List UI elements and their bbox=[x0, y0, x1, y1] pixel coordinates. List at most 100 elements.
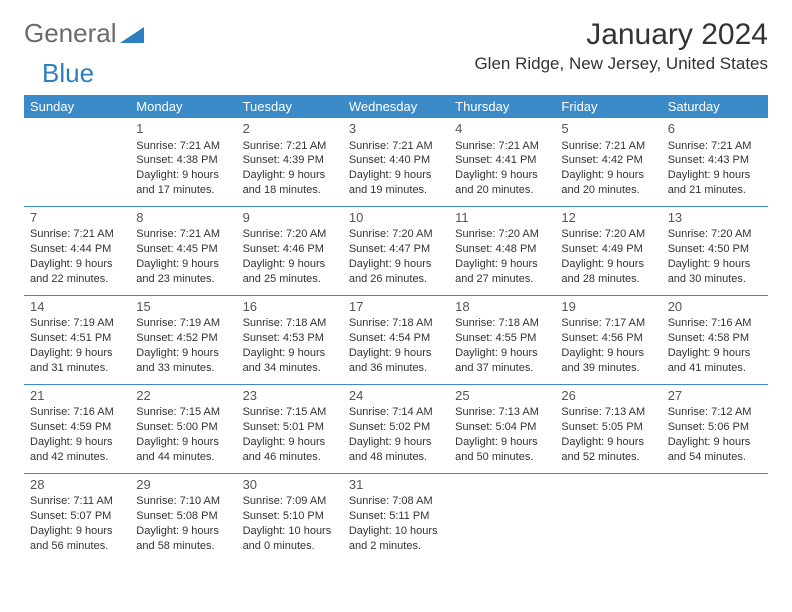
brand-triangle-icon bbox=[120, 25, 144, 43]
calendar-cell: 7Sunrise: 7:21 AMSunset: 4:44 PMDaylight… bbox=[24, 206, 130, 295]
sunrise-text: Sunrise: 7:21 AM bbox=[136, 139, 230, 154]
calendar-cell: 9Sunrise: 7:20 AMSunset: 4:46 PMDaylight… bbox=[237, 206, 343, 295]
calendar-cell bbox=[662, 473, 768, 561]
daylight-text: Daylight: 9 hours bbox=[455, 257, 549, 272]
calendar-cell: 3Sunrise: 7:21 AMSunset: 4:40 PMDaylight… bbox=[343, 118, 449, 206]
day-number: 12 bbox=[561, 209, 655, 227]
daylight-text: Daylight: 9 hours bbox=[668, 435, 762, 450]
sunset-text: Sunset: 5:07 PM bbox=[30, 509, 124, 524]
sunset-text: Sunset: 5:01 PM bbox=[243, 420, 337, 435]
daylight-text: and 0 minutes. bbox=[243, 539, 337, 554]
daylight-text: and 19 minutes. bbox=[349, 183, 443, 198]
sunrise-text: Sunrise: 7:17 AM bbox=[561, 316, 655, 331]
daylight-text: Daylight: 9 hours bbox=[136, 257, 230, 272]
sunrise-text: Sunrise: 7:16 AM bbox=[30, 405, 124, 420]
calendar-week-row: 28Sunrise: 7:11 AMSunset: 5:07 PMDayligh… bbox=[24, 473, 768, 561]
calendar-cell: 22Sunrise: 7:15 AMSunset: 5:00 PMDayligh… bbox=[130, 384, 236, 473]
day-number: 14 bbox=[30, 298, 124, 316]
sunset-text: Sunset: 4:42 PM bbox=[561, 153, 655, 168]
calendar-cell: 23Sunrise: 7:15 AMSunset: 5:01 PMDayligh… bbox=[237, 384, 343, 473]
day-number: 8 bbox=[136, 209, 230, 227]
daylight-text: Daylight: 9 hours bbox=[136, 524, 230, 539]
daylight-text: and 50 minutes. bbox=[455, 450, 549, 465]
daylight-text: and 20 minutes. bbox=[561, 183, 655, 198]
daylight-text: and 48 minutes. bbox=[349, 450, 443, 465]
sunrise-text: Sunrise: 7:20 AM bbox=[243, 227, 337, 242]
calendar-cell: 31Sunrise: 7:08 AMSunset: 5:11 PMDayligh… bbox=[343, 473, 449, 561]
daylight-text: Daylight: 9 hours bbox=[668, 257, 762, 272]
daylight-text: and 36 minutes. bbox=[349, 361, 443, 376]
daylight-text: and 39 minutes. bbox=[561, 361, 655, 376]
daylight-text: Daylight: 9 hours bbox=[136, 346, 230, 361]
daylight-text: Daylight: 9 hours bbox=[30, 257, 124, 272]
calendar-cell: 27Sunrise: 7:12 AMSunset: 5:06 PMDayligh… bbox=[662, 384, 768, 473]
title-block: January 2024 Glen Ridge, New Jersey, Uni… bbox=[474, 18, 768, 74]
sunset-text: Sunset: 4:56 PM bbox=[561, 331, 655, 346]
calendar-cell: 26Sunrise: 7:13 AMSunset: 5:05 PMDayligh… bbox=[555, 384, 661, 473]
sunset-text: Sunset: 4:47 PM bbox=[349, 242, 443, 257]
sunset-text: Sunset: 4:40 PM bbox=[349, 153, 443, 168]
daylight-text: Daylight: 9 hours bbox=[668, 346, 762, 361]
day-number: 21 bbox=[30, 387, 124, 405]
daylight-text: Daylight: 9 hours bbox=[243, 435, 337, 450]
sunset-text: Sunset: 5:05 PM bbox=[561, 420, 655, 435]
daylight-text: Daylight: 10 hours bbox=[349, 524, 443, 539]
sunrise-text: Sunrise: 7:21 AM bbox=[668, 139, 762, 154]
daylight-text: and 22 minutes. bbox=[30, 272, 124, 287]
calendar-cell: 4Sunrise: 7:21 AMSunset: 4:41 PMDaylight… bbox=[449, 118, 555, 206]
sunrise-text: Sunrise: 7:21 AM bbox=[455, 139, 549, 154]
daylight-text: and 17 minutes. bbox=[136, 183, 230, 198]
daylight-text: and 58 minutes. bbox=[136, 539, 230, 554]
sunrise-text: Sunrise: 7:10 AM bbox=[136, 494, 230, 509]
calendar-week-row: 7Sunrise: 7:21 AMSunset: 4:44 PMDaylight… bbox=[24, 206, 768, 295]
day-header: Sunday bbox=[24, 95, 130, 118]
calendar-cell: 5Sunrise: 7:21 AMSunset: 4:42 PMDaylight… bbox=[555, 118, 661, 206]
calendar-cell: 14Sunrise: 7:19 AMSunset: 4:51 PMDayligh… bbox=[24, 295, 130, 384]
calendar-cell: 29Sunrise: 7:10 AMSunset: 5:08 PMDayligh… bbox=[130, 473, 236, 561]
sunrise-text: Sunrise: 7:21 AM bbox=[561, 139, 655, 154]
day-number: 13 bbox=[668, 209, 762, 227]
daylight-text: Daylight: 10 hours bbox=[243, 524, 337, 539]
calendar-cell: 20Sunrise: 7:16 AMSunset: 4:58 PMDayligh… bbox=[662, 295, 768, 384]
calendar-cell: 8Sunrise: 7:21 AMSunset: 4:45 PMDaylight… bbox=[130, 206, 236, 295]
daylight-text: Daylight: 9 hours bbox=[455, 435, 549, 450]
daylight-text: Daylight: 9 hours bbox=[136, 168, 230, 183]
sunset-text: Sunset: 4:38 PM bbox=[136, 153, 230, 168]
daylight-text: and 21 minutes. bbox=[668, 183, 762, 198]
daylight-text: Daylight: 9 hours bbox=[243, 346, 337, 361]
sunrise-text: Sunrise: 7:08 AM bbox=[349, 494, 443, 509]
calendar-cell bbox=[24, 118, 130, 206]
calendar-cell bbox=[555, 473, 661, 561]
sunrise-text: Sunrise: 7:15 AM bbox=[243, 405, 337, 420]
sunrise-text: Sunrise: 7:18 AM bbox=[349, 316, 443, 331]
daylight-text: and 33 minutes. bbox=[136, 361, 230, 376]
sunrise-text: Sunrise: 7:21 AM bbox=[243, 139, 337, 154]
sunrise-text: Sunrise: 7:21 AM bbox=[30, 227, 124, 242]
day-number: 11 bbox=[455, 209, 549, 227]
sunset-text: Sunset: 5:02 PM bbox=[349, 420, 443, 435]
calendar-body: 1Sunrise: 7:21 AMSunset: 4:38 PMDaylight… bbox=[24, 118, 768, 562]
day-number: 9 bbox=[243, 209, 337, 227]
calendar-cell: 16Sunrise: 7:18 AMSunset: 4:53 PMDayligh… bbox=[237, 295, 343, 384]
daylight-text: and 26 minutes. bbox=[349, 272, 443, 287]
sunrise-text: Sunrise: 7:11 AM bbox=[30, 494, 124, 509]
sunrise-text: Sunrise: 7:15 AM bbox=[136, 405, 230, 420]
sunrise-text: Sunrise: 7:12 AM bbox=[668, 405, 762, 420]
day-header: Thursday bbox=[449, 95, 555, 118]
calendar-week-row: 14Sunrise: 7:19 AMSunset: 4:51 PMDayligh… bbox=[24, 295, 768, 384]
day-number: 17 bbox=[349, 298, 443, 316]
daylight-text: and 52 minutes. bbox=[561, 450, 655, 465]
day-number: 23 bbox=[243, 387, 337, 405]
daylight-text: and 27 minutes. bbox=[455, 272, 549, 287]
sunset-text: Sunset: 4:52 PM bbox=[136, 331, 230, 346]
calendar-cell: 1Sunrise: 7:21 AMSunset: 4:38 PMDaylight… bbox=[130, 118, 236, 206]
sunset-text: Sunset: 4:46 PM bbox=[243, 242, 337, 257]
daylight-text: Daylight: 9 hours bbox=[30, 435, 124, 450]
day-number: 18 bbox=[455, 298, 549, 316]
day-number: 29 bbox=[136, 476, 230, 494]
sunrise-text: Sunrise: 7:16 AM bbox=[668, 316, 762, 331]
daylight-text: and 30 minutes. bbox=[668, 272, 762, 287]
calendar-cell: 30Sunrise: 7:09 AMSunset: 5:10 PMDayligh… bbox=[237, 473, 343, 561]
sunrise-text: Sunrise: 7:19 AM bbox=[30, 316, 124, 331]
sunrise-text: Sunrise: 7:18 AM bbox=[455, 316, 549, 331]
